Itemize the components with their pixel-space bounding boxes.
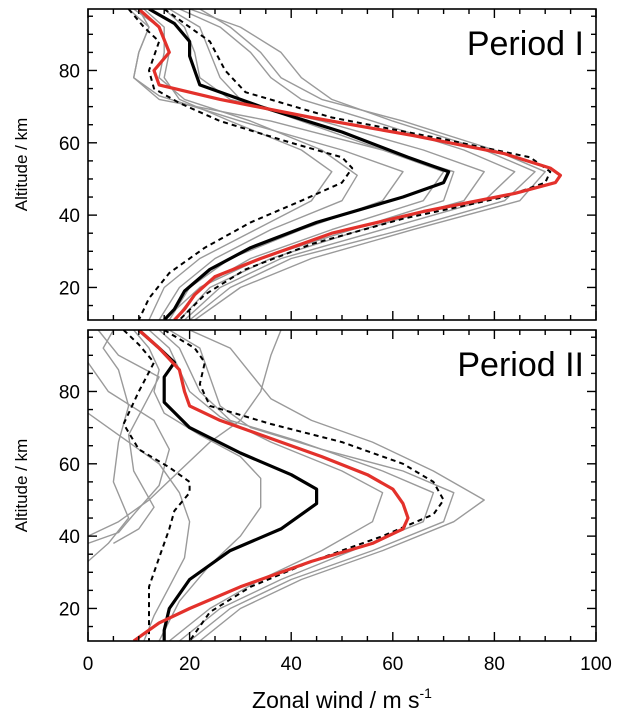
panel-2-ytick-label: 60 xyxy=(59,455,80,476)
panel-1-mean-line-9 xyxy=(148,9,451,320)
panel-2-profile-line-4 xyxy=(88,330,282,537)
panel-1-profile-line-3 xyxy=(179,9,516,320)
x-axis-label-main: Zonal wind / m s xyxy=(252,687,419,713)
panel-2-title: Period II xyxy=(457,346,584,384)
panel-2-ytick-label: 40 xyxy=(59,527,80,548)
panel-2-profile-line-5 xyxy=(148,330,384,641)
xtick-label: 60 xyxy=(382,654,403,675)
panel-2-std-dev-line-11 xyxy=(122,330,191,641)
x-axis-label-superscript: -1 xyxy=(420,685,433,701)
panel-2-mean-line-10 xyxy=(137,330,319,641)
panel-1-highlight-line-12 xyxy=(137,9,563,320)
panel-1-profile-line-1 xyxy=(143,9,358,320)
panel-1-ylabel: Altitude / km xyxy=(12,118,31,212)
x-axis-label: Zonal wind / m s-1 xyxy=(252,685,432,713)
panel-2-profile-line-1 xyxy=(97,330,160,545)
panel-1-profile-line-5 xyxy=(194,9,546,320)
panel-2-profile-line-3 xyxy=(88,412,191,641)
panel-2-profile-line-2 xyxy=(88,362,171,545)
panel-1-ytick-label: 80 xyxy=(59,61,80,82)
panel-1-ytick-label: 20 xyxy=(59,278,80,299)
xtick-label: 40 xyxy=(281,654,302,675)
panel-2-highlight-line-13 xyxy=(132,330,410,641)
panel-1-ytick-label: 40 xyxy=(59,206,80,227)
xtick-label: 100 xyxy=(580,654,612,675)
panel-2-std-dev-line-12 xyxy=(163,330,445,641)
xtick-label: 20 xyxy=(179,654,200,675)
panel-1-ytick-label: 60 xyxy=(59,134,80,155)
panel-2-profile-line-7 xyxy=(189,330,485,641)
panel-2-ytick-label: 80 xyxy=(59,382,80,403)
xtick-label: 0 xyxy=(83,654,94,675)
panel-1-title: Period I xyxy=(467,25,584,63)
panel-2-profile-line-0 xyxy=(88,330,130,562)
panel-2-profile-line-9 xyxy=(133,330,262,641)
xtick-label: 80 xyxy=(484,654,505,675)
panel-2-profile-line-6 xyxy=(158,330,435,641)
panel-1-std-dev-line-10 xyxy=(127,9,354,320)
panel-1-profile-line-8 xyxy=(163,9,485,320)
panel-2-profile-line-8 xyxy=(168,330,455,641)
panel-2-ytick-label: 20 xyxy=(59,599,80,620)
panel-2-ylabel: Altitude / km xyxy=(12,439,31,533)
